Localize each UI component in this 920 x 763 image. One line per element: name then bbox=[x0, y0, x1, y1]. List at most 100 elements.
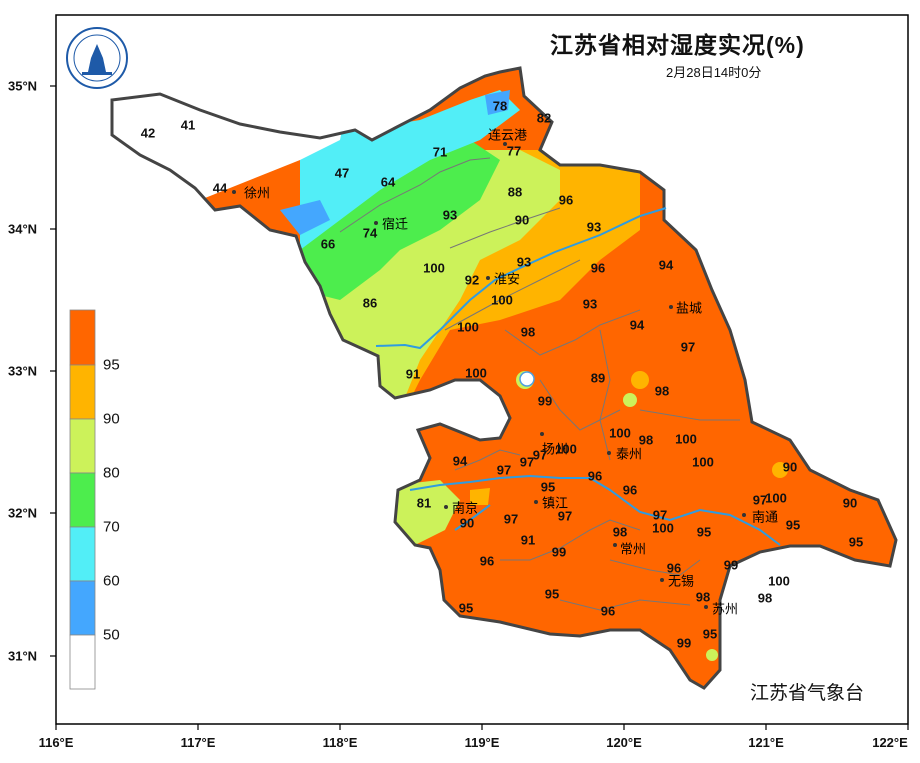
station-value: 95 bbox=[540, 479, 556, 495]
station-value: 93 bbox=[442, 207, 458, 223]
station-value: 99 bbox=[676, 635, 692, 651]
station-value: 94 bbox=[658, 257, 674, 273]
lat-label: 31°N bbox=[8, 648, 38, 664]
station-value: 93 bbox=[516, 254, 532, 270]
legend-colorbar bbox=[69, 309, 96, 690]
lake bbox=[519, 371, 535, 387]
lat-label: 32°N bbox=[8, 505, 38, 521]
station-value: 95 bbox=[702, 626, 718, 642]
station-value: 97 bbox=[496, 462, 512, 478]
legend-label: 95 bbox=[103, 356, 120, 374]
station-value: 64 bbox=[380, 174, 396, 190]
city-label: 淮安 bbox=[494, 271, 521, 287]
station-value: 96 bbox=[587, 468, 603, 484]
station-value: 100 bbox=[692, 454, 714, 470]
station-value: 97 bbox=[532, 447, 548, 463]
city-label: 泰州 bbox=[616, 446, 643, 462]
station-value: 97 bbox=[680, 339, 696, 355]
station-value: 91 bbox=[520, 532, 536, 548]
station-value: 44 bbox=[212, 180, 228, 196]
city-label: 盐城 bbox=[676, 300, 703, 316]
station-value: 97 bbox=[557, 508, 573, 524]
lon-label: 119°E bbox=[464, 735, 500, 750]
station-value: 88 bbox=[507, 184, 523, 200]
station-value: 66 bbox=[320, 236, 336, 252]
station-value: 98 bbox=[757, 590, 773, 606]
station-value: 95 bbox=[458, 600, 474, 616]
city-label: 连云港 bbox=[488, 127, 528, 143]
station-value: 42 bbox=[140, 125, 156, 141]
station-value: 98 bbox=[654, 383, 670, 399]
city-label: 扬州 bbox=[542, 441, 569, 457]
city-markers bbox=[232, 142, 746, 609]
station-value: 96 bbox=[479, 553, 495, 569]
station-value: 98 bbox=[612, 524, 628, 540]
station-value: 81 bbox=[416, 495, 432, 511]
station-value: 90 bbox=[782, 459, 798, 475]
station-value: 89 bbox=[590, 370, 606, 386]
legend-label: 70 bbox=[103, 518, 120, 536]
station-value: 78 bbox=[492, 98, 508, 114]
legend-label: 60 bbox=[103, 572, 120, 590]
lat-label: 34°N bbox=[8, 221, 38, 237]
lon-label: 116°E bbox=[38, 735, 74, 750]
station-value: 86 bbox=[362, 295, 378, 311]
lon-label: 122°E bbox=[872, 735, 908, 750]
legend-label: 50 bbox=[103, 626, 120, 644]
station-value: 74 bbox=[362, 225, 378, 241]
map-subtitle: 2月28日14时0分 bbox=[666, 65, 762, 80]
lon-label: 120°E bbox=[606, 735, 642, 750]
station-value: 100 bbox=[765, 490, 787, 506]
station-value: 96 bbox=[600, 603, 616, 619]
station-value: 97 bbox=[652, 507, 668, 523]
station-value: 100 bbox=[768, 573, 790, 589]
city-label: 常州 bbox=[620, 541, 647, 557]
city-label: 南通 bbox=[752, 509, 779, 525]
axis-ticks bbox=[50, 85, 909, 730]
station-value: 93 bbox=[582, 296, 598, 312]
station-value: 100 bbox=[457, 319, 479, 335]
station-value: 97 bbox=[752, 492, 768, 508]
station-value: 95 bbox=[696, 524, 712, 540]
agency-label: 江苏省气象台 bbox=[750, 683, 865, 704]
station-value: 99 bbox=[537, 393, 553, 409]
station-value: 100 bbox=[652, 520, 674, 536]
station-value: 97 bbox=[503, 511, 519, 527]
lon-label: 121°E bbox=[748, 735, 784, 750]
station-value: 95 bbox=[544, 586, 560, 602]
city-label: 苏州 bbox=[712, 601, 739, 617]
station-value: 92 bbox=[464, 272, 480, 288]
station-value: 100 bbox=[491, 292, 513, 308]
station-value: 100 bbox=[465, 365, 487, 381]
station-value: 95 bbox=[848, 534, 864, 550]
lon-label: 118°E bbox=[322, 735, 358, 750]
station-value: 97 bbox=[519, 454, 535, 470]
station-value: 100 bbox=[609, 425, 631, 441]
station-value: 82 bbox=[536, 110, 552, 126]
station-value: 99 bbox=[551, 544, 567, 560]
lon-label: 117°E bbox=[180, 735, 216, 750]
lat-label: 33°N bbox=[8, 363, 38, 379]
station-value: 47 bbox=[334, 165, 350, 181]
station-value: 98 bbox=[638, 432, 654, 448]
station-value: 98 bbox=[695, 589, 711, 605]
station-value: 95 bbox=[785, 517, 801, 533]
station-value: 91 bbox=[405, 366, 421, 382]
city-boundaries bbox=[339, 157, 740, 611]
legend-label: 80 bbox=[103, 464, 120, 482]
station-value: 90 bbox=[459, 515, 475, 531]
station-value: 96 bbox=[590, 260, 606, 276]
station-value: 100 bbox=[675, 431, 697, 447]
station-value: 96 bbox=[666, 560, 682, 576]
station-value: 93 bbox=[586, 219, 602, 235]
station-value: 94 bbox=[452, 453, 468, 469]
agency-logo bbox=[66, 27, 128, 89]
legend-label: 90 bbox=[103, 410, 120, 428]
province-boundary bbox=[110, 66, 898, 690]
map-title: 江苏省相对湿度实况(%) bbox=[550, 32, 805, 58]
city-label: 南京 bbox=[452, 500, 479, 516]
city-label: 无锡 bbox=[668, 573, 695, 589]
station-value: 90 bbox=[842, 495, 858, 511]
station-value: 90 bbox=[514, 212, 530, 228]
